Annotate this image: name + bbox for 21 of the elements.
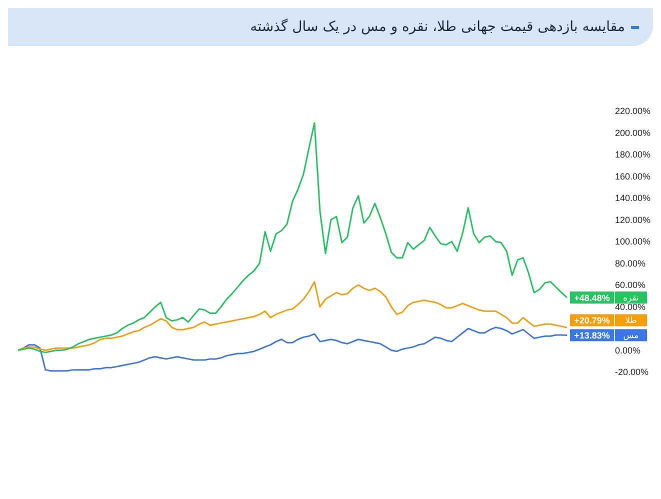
y-tick-label: 140.00% [615,193,651,204]
y-tick-label: 160.00% [615,171,651,182]
y-tick-label: 0.00% [615,345,641,356]
text: نقره [623,294,639,304]
y-tick-label: -20.00% [615,367,649,378]
y-tick-label: 180.00% [615,150,651,160]
data-label: +13.83% [574,330,610,341]
y-tick-label: 120.00% [615,214,651,225]
line-series [17,280,568,351]
y-tick-label: 40.00% [615,302,646,312]
line-series [17,122,568,354]
y-tick-label: 200.00% [615,128,651,138]
y-tick-label: 60.00% [615,280,646,290]
text: مس [623,331,639,342]
chart-title: مقایسه بازدهی قیمت جهانی طلا، نقره و مس در یک سال گذشته [250,19,625,35]
y-tick-label: 220.00% [615,106,651,116]
y-tick-label: 80.00% [615,258,646,268]
text: طلا [625,316,638,326]
data-label: +48.48% [574,293,610,304]
y-tick-label: 100.00% [615,236,651,247]
data-label: +20.79% [574,316,610,326]
